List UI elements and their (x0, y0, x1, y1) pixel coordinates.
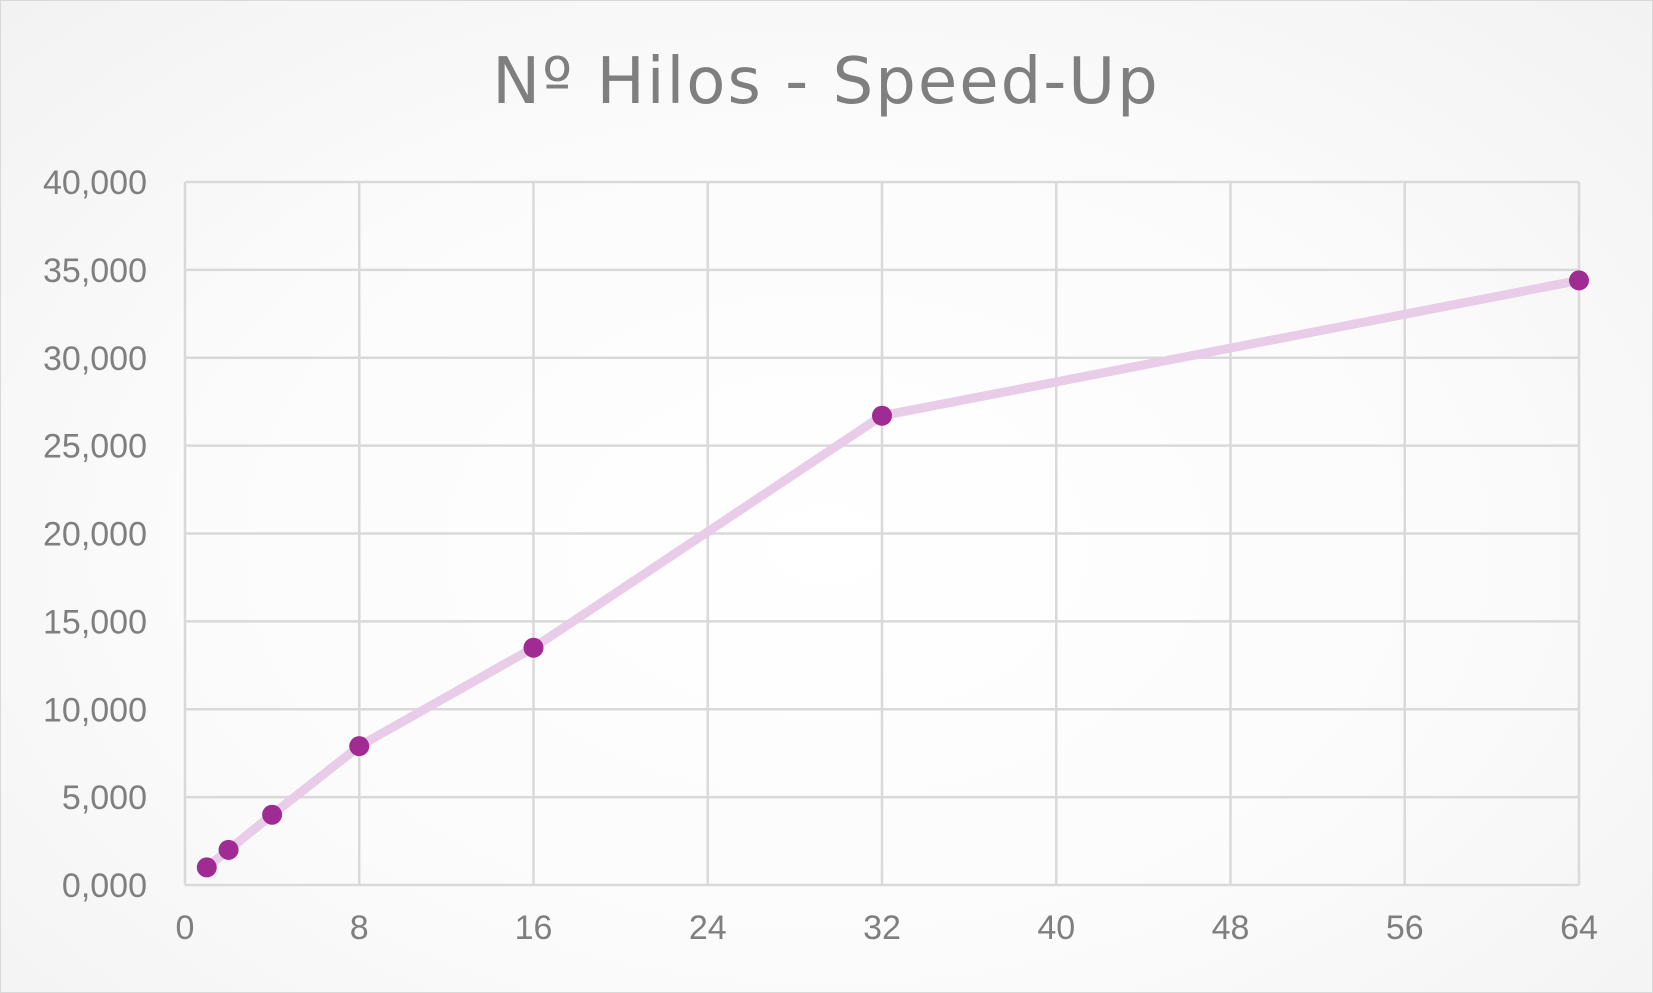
x-axis-tick-labels: 0 8 16 24 32 40 48 56 64 (176, 909, 1598, 947)
series-line (202, 275, 1584, 872)
x-tick-label-7: 56 (1386, 909, 1424, 947)
x-tick-label-3: 24 (689, 909, 727, 947)
x-tick-label-1: 8 (350, 909, 369, 947)
y-tick-label-0: 0,000 (62, 867, 147, 905)
y-tick-label-5: 25,000 (43, 428, 147, 466)
y-tick-label-3: 15,000 (43, 603, 147, 641)
x-tick-label-4: 32 (863, 909, 901, 947)
y-tick-label-8: 40,000 (43, 164, 147, 202)
y-axis-tick-labels: 0,000 5,000 10,000 15,000 20,000 25,000 30,000… (43, 164, 147, 905)
data-point-2 (262, 804, 283, 825)
gridlines (183, 180, 1581, 887)
series-speed-up (196, 270, 1589, 878)
data-point-1 (218, 839, 239, 860)
data-point-0 (196, 857, 217, 878)
x-tick-label-6: 48 (1212, 909, 1250, 947)
x-tick-label-2: 16 (515, 909, 553, 947)
chart-title: Nº Hilos - Speed-Up (492, 45, 1160, 119)
data-point-3 (349, 736, 370, 757)
y-tick-label-7: 35,000 (43, 252, 147, 290)
data-point-4 (523, 637, 544, 658)
y-tick-label-4: 20,000 (43, 516, 147, 554)
y-tick-label-6: 30,000 (43, 340, 147, 378)
data-point-5 (872, 405, 892, 426)
data-point-6 (1569, 270, 1589, 291)
x-tick-label-8: 64 (1560, 909, 1598, 947)
x-tick-label-0: 0 (176, 909, 195, 947)
x-tick-label-5: 40 (1037, 909, 1075, 947)
y-tick-label-1: 5,000 (62, 779, 147, 817)
y-tick-label-2: 10,000 (43, 691, 147, 729)
